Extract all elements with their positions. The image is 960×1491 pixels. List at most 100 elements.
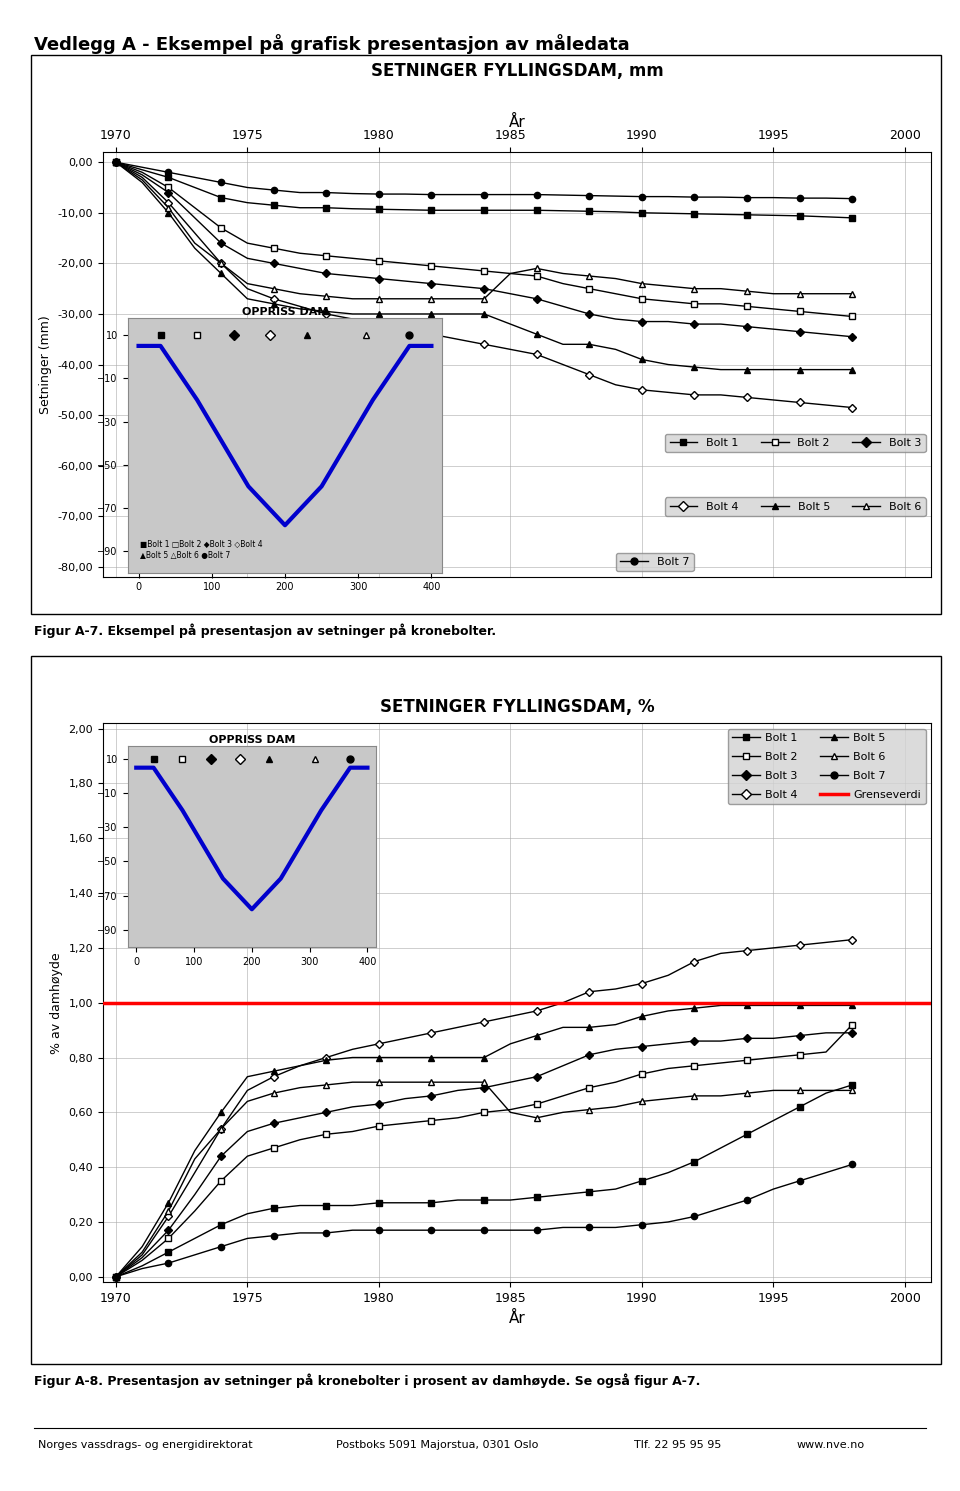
Bolt 5 xyxy=(820,996,831,1014)
Bolt 7 xyxy=(136,158,148,176)
Bolt 2 xyxy=(557,1087,568,1105)
Bolt 5 xyxy=(478,1048,490,1066)
Bolt 2 xyxy=(584,1078,595,1096)
Bolt 3 xyxy=(505,1074,516,1091)
Bolt 5 xyxy=(136,1238,148,1255)
Bolt 6 xyxy=(584,267,595,285)
Bolt 6 xyxy=(452,1074,464,1091)
Bolt 4 xyxy=(741,942,753,960)
Bolt 2 xyxy=(531,1096,542,1114)
Bolt 6 xyxy=(425,289,437,307)
Bolt 3 xyxy=(321,264,332,282)
Bolt 7 xyxy=(688,188,700,206)
Bolt 7 xyxy=(373,185,385,203)
Bolt 7 xyxy=(557,186,568,204)
Bolt 1 xyxy=(162,1243,174,1261)
Bolt 2 xyxy=(110,154,122,171)
Bolt 7 xyxy=(505,1221,516,1239)
Bolt 1 xyxy=(584,203,595,221)
Bolt 2 xyxy=(215,1172,227,1190)
X-axis label: År: År xyxy=(509,115,525,130)
Bolt 2 xyxy=(688,295,700,313)
Bolt 5 xyxy=(688,358,700,376)
Bolt 6 xyxy=(268,280,279,298)
Bolt 2 xyxy=(610,285,621,303)
Bolt 4 xyxy=(636,975,648,993)
Bolt 3 xyxy=(478,1078,490,1096)
Bolt 1 xyxy=(242,194,253,212)
Bolt 3 xyxy=(242,249,253,267)
Bolt 4 xyxy=(399,321,411,338)
Bolt 6 xyxy=(557,264,568,282)
Bolt 3 xyxy=(820,325,831,343)
Bolt 1 xyxy=(110,1267,122,1285)
Bolt 3 xyxy=(347,1097,358,1115)
Bolt 3 xyxy=(610,310,621,328)
Bolt 6 xyxy=(373,1074,385,1091)
Bolt 6 xyxy=(399,289,411,307)
Legend: Bolt 7: Bolt 7 xyxy=(615,553,694,571)
Bolt 5 xyxy=(715,361,727,379)
Bolt 3 xyxy=(847,328,858,346)
Bolt 1 xyxy=(610,203,621,221)
Bolt 5 xyxy=(557,1018,568,1036)
Bolt 1 xyxy=(688,1153,700,1170)
Bolt 1 xyxy=(688,204,700,222)
Bolt 3 xyxy=(110,1267,122,1285)
Bolt 1 xyxy=(741,1126,753,1144)
Bolt 5 xyxy=(636,1008,648,1026)
Bolt 4 xyxy=(189,1163,201,1181)
Bolt 7 xyxy=(531,1221,542,1239)
Bolt 5 xyxy=(662,1002,674,1020)
Bolt 4 xyxy=(110,1267,122,1285)
Bolt 4 xyxy=(610,376,621,394)
Bolt 3 xyxy=(636,313,648,331)
Bolt 4 xyxy=(557,356,568,374)
Bolt 2 xyxy=(478,262,490,280)
X-axis label: År: År xyxy=(509,1311,525,1325)
Bolt 5 xyxy=(399,1048,411,1066)
Bolt 5 xyxy=(321,303,332,321)
Bolt 1 xyxy=(820,1084,831,1102)
Bolt 1 xyxy=(610,1181,621,1199)
Bolt 1 xyxy=(847,1077,858,1094)
Bolt 5 xyxy=(162,1194,174,1212)
Bolt 2 xyxy=(321,1126,332,1144)
Bolt 2 xyxy=(847,307,858,325)
Bolt 3 xyxy=(347,267,358,285)
Bolt 3 xyxy=(136,166,148,183)
Bolt 2 xyxy=(373,252,385,270)
Bolt 5 xyxy=(347,1048,358,1066)
Bolt 2 xyxy=(136,164,148,182)
Bolt 1 xyxy=(215,189,227,207)
Bolt 3 xyxy=(478,280,490,298)
Bolt 4 xyxy=(820,397,831,414)
Bolt 4 xyxy=(162,1208,174,1226)
Bolt 5 xyxy=(531,325,542,343)
Bolt 4 xyxy=(136,168,148,186)
Bolt 6 xyxy=(242,1093,253,1111)
Line: Bolt 4: Bolt 4 xyxy=(112,936,855,1279)
Bolt 4 xyxy=(847,930,858,948)
Bolt 1 xyxy=(478,1191,490,1209)
Bolt 4 xyxy=(584,365,595,383)
Bolt 6 xyxy=(531,259,542,277)
Bolt 1 xyxy=(189,1230,201,1248)
Bolt 7 xyxy=(110,154,122,171)
Bolt 4 xyxy=(794,936,805,954)
Bolt 3 xyxy=(136,1248,148,1266)
Bolt 4 xyxy=(347,1041,358,1059)
Bolt 5 xyxy=(294,1057,305,1075)
Bolt 1 xyxy=(136,1257,148,1275)
Bolt 1 xyxy=(347,1197,358,1215)
Bolt 3 xyxy=(636,1038,648,1056)
Bolt 2 xyxy=(741,297,753,315)
Bolt 2 xyxy=(794,1045,805,1063)
Bolt 7 xyxy=(110,1267,122,1285)
Bolt 5 xyxy=(768,996,780,1014)
Bolt 7 xyxy=(636,1215,648,1233)
Bolt 1 xyxy=(268,197,279,215)
Bolt 7 xyxy=(347,185,358,203)
Bolt 7 xyxy=(215,1238,227,1255)
Bolt 3 xyxy=(768,321,780,338)
